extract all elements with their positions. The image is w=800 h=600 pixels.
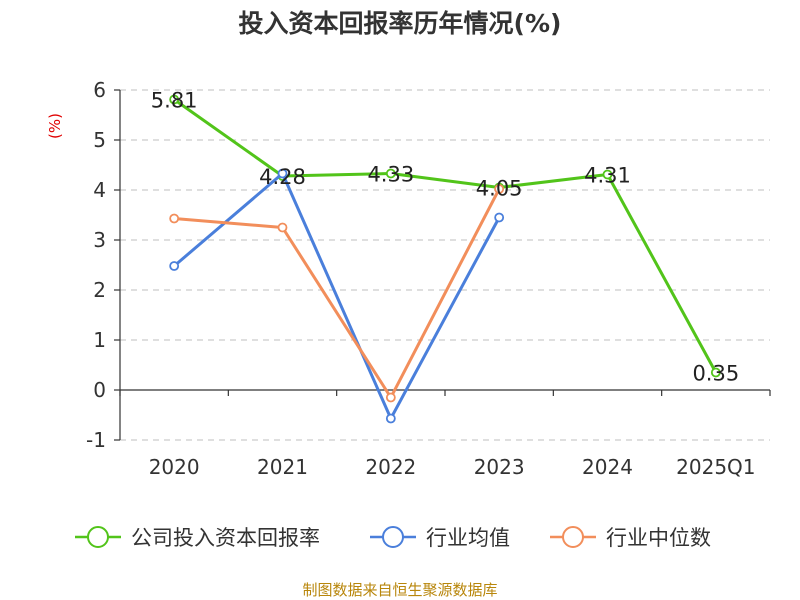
x-tick-label: 2022 bbox=[365, 455, 416, 479]
source-note: 制图数据来自恒生聚源数据库 bbox=[302, 581, 497, 599]
y-tick-label: 5 bbox=[93, 128, 106, 152]
data-label: 4.28 bbox=[259, 165, 306, 189]
data-point bbox=[277, 168, 288, 179]
data-point bbox=[385, 168, 396, 179]
legend-marker bbox=[562, 526, 584, 548]
legend-label: 公司投入资本回报率 bbox=[131, 526, 320, 550]
y-tick-label: 6 bbox=[93, 78, 106, 102]
y-tick-label: 3 bbox=[93, 228, 106, 252]
data-labels: 5.81 4.28 4.33 4.05 4.31 0.35 bbox=[151, 89, 739, 386]
data-point bbox=[385, 413, 396, 424]
data-point bbox=[494, 212, 505, 223]
data-point bbox=[602, 169, 613, 180]
data-point bbox=[277, 222, 288, 233]
y-axis-unit: (%) bbox=[46, 113, 64, 139]
y-tick-label: -1 bbox=[86, 428, 106, 452]
series-line bbox=[174, 188, 501, 399]
series-line bbox=[173, 172, 501, 420]
y-tick-label: 2 bbox=[93, 278, 106, 302]
axes: -1 0 1 2 3 4 5 6 2020 2021 2022 2023 2024 2025Q1 bbox=[86, 78, 771, 479]
data-label: 4.31 bbox=[584, 164, 631, 188]
y-tick-label: 1 bbox=[93, 328, 106, 352]
legend-marker bbox=[87, 526, 109, 548]
chart-title: 投入资本回报率历年情况(%) bbox=[239, 9, 562, 38]
x-tick-label: 2023 bbox=[474, 455, 525, 479]
data-label: 5.81 bbox=[151, 89, 198, 113]
x-tick-label: 2020 bbox=[149, 455, 200, 479]
series-line bbox=[173, 98, 718, 374]
data-label: 4.05 bbox=[476, 177, 523, 201]
series-lines bbox=[169, 94, 721, 424]
legend-label: 行业均值 bbox=[426, 526, 510, 550]
y-tick-label: 0 bbox=[93, 378, 106, 402]
data-point bbox=[169, 261, 180, 271]
data-point bbox=[494, 184, 505, 194]
x-tick-label: 2021 bbox=[257, 455, 308, 479]
data-label: 0.35 bbox=[692, 362, 739, 386]
legend-marker bbox=[382, 526, 404, 548]
data-label: 4.33 bbox=[367, 163, 414, 187]
data-point bbox=[385, 392, 396, 403]
data-point bbox=[169, 94, 180, 105]
y-tick-label: 4 bbox=[93, 178, 106, 202]
data-point bbox=[710, 367, 721, 378]
legend: 公司投入资本回报率 行业均值 行业中位数 bbox=[75, 526, 711, 550]
grid-lines bbox=[120, 89, 770, 441]
data-point bbox=[169, 213, 180, 224]
legend-label: 行业中位数 bbox=[606, 526, 711, 550]
x-tick-label: 2025Q1 bbox=[676, 455, 755, 479]
x-tick-label: 2024 bbox=[582, 455, 633, 479]
